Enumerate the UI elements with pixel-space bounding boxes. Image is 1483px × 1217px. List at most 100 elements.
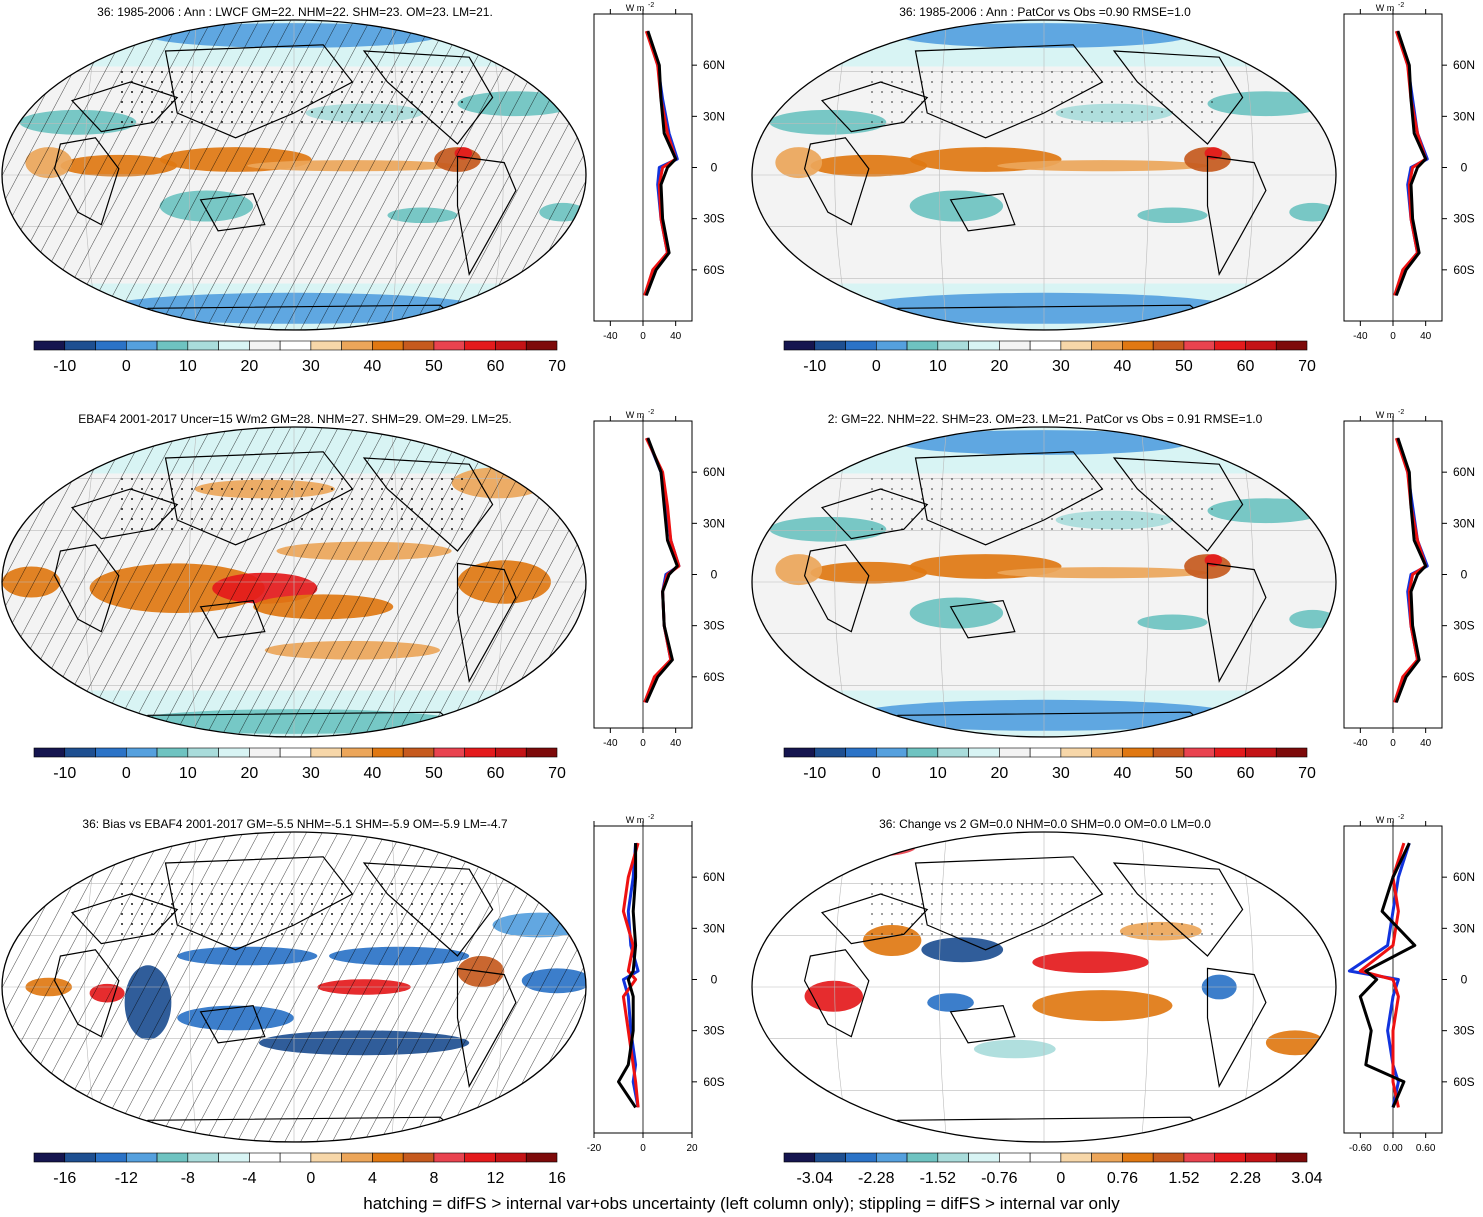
colorbar-tick-label: -12 — [115, 1170, 138, 1187]
lat-tick-label: 60S — [703, 670, 724, 684]
colorbar-tick-label: 1.52 — [1168, 1170, 1199, 1187]
colorbar-tick-label: 50 — [1175, 358, 1193, 375]
profile-x-tick-label: 0 — [1390, 331, 1396, 342]
profile-x-tick-label: 0.00 — [1383, 1143, 1403, 1154]
colorbar-tick-label: 4 — [368, 1170, 377, 1187]
colorbar-tick-label: 40 — [364, 358, 382, 375]
lat-tick-label: 30N — [1453, 516, 1475, 530]
colorbar-tick-label: 10 — [179, 358, 197, 375]
profile-series-line — [1358, 842, 1417, 1108]
colorbar-tick-label: 60 — [487, 358, 505, 375]
panel-graphics: -3.04 -2.28 -1.52 -0.76 0 0.76 1.52 2.28 3.04 60N… — [751, 814, 1475, 1187]
profile-unit-label: W m — [626, 3, 645, 13]
profile-series-line — [1358, 842, 1406, 1108]
panel-title: 36: 1985-2006 : Ann : LWCF GM=22. NHM=22… — [97, 5, 493, 19]
profile-x-tick-label: 0 — [640, 1143, 646, 1154]
lat-tick-label: 60S — [703, 263, 724, 277]
profile-x-tick-label: 20 — [686, 1143, 698, 1154]
lat-tick-label: 60N — [1453, 870, 1475, 884]
zonal-mean-profile: 60N 30N 0 30S 60S -40 0 40 W m -2 — [1343, 409, 1475, 749]
colorbar-tick-label: -4 — [242, 1170, 256, 1187]
zonal-mean-profile: 60N 30N 0 30S 60S -40 0 40 W m -2 — [593, 409, 725, 749]
colorbar: -10 0 10 20 30 40 50 60 70 — [33, 747, 566, 782]
panel-graphics: -10 0 10 20 30 40 50 60 70 60N 30N 0 30S 60S -40 0 40 W m… — [751, 409, 1475, 782]
colorbar-tick-label: -8 — [181, 1170, 195, 1187]
zonal-mean-profile: 60N 30N 0 30S 60S -40 0 40 W m -2 — [593, 2, 725, 342]
colorbar-tick-label: -10 — [803, 358, 826, 375]
lat-tick-label: 60S — [703, 1075, 724, 1089]
profile-unit-superscript: -2 — [648, 2, 654, 9]
colorbar-tick-label: 60 — [487, 765, 505, 782]
panel-title: 36: Bias vs EBAF4 2001-2017 GM=-5.5 NHM=… — [82, 817, 508, 831]
lat-tick-label: 0 — [711, 161, 718, 175]
colorbar-tick-label: 20 — [990, 765, 1008, 782]
colorbar: -16 -12 -8 -4 0 4 8 12 16 — [33, 1152, 566, 1187]
colorbar-tick-label: 70 — [548, 765, 566, 782]
panel-title: 2: GM=22. NHM=22. SHM=23. OM=23. LM=21. … — [827, 412, 1263, 426]
colorbar-tick-label: 30 — [302, 358, 320, 375]
colorbar-tick-label: 70 — [1298, 765, 1316, 782]
colorbar-tick-label: 0.76 — [1107, 1170, 1138, 1187]
lat-tick-label: 30N — [703, 516, 725, 530]
colorbar: -10 0 10 20 30 40 50 60 70 — [783, 747, 1316, 782]
colorbar-tick-label: 16 — [548, 1170, 566, 1187]
colorbar-tick-label: -0.76 — [981, 1170, 1018, 1187]
lat-tick-label: 30N — [1453, 921, 1475, 935]
panel-2: 36: 1985-2006 : Ann : PatCor vs Obs =0.9… — [750, 0, 1483, 380]
map-field — [752, 20, 1336, 330]
colorbar-tick-label: 30 — [1052, 765, 1070, 782]
profile-unit-label: W m — [626, 410, 645, 420]
colorbar-tick-label: 10 — [929, 765, 947, 782]
profile-unit-label: W m — [1376, 410, 1395, 420]
map-field — [2, 832, 586, 1142]
profile-x-tick-label: -40 — [1353, 738, 1368, 749]
profile-x-tick-label: -20 — [587, 1143, 602, 1154]
colorbar-tick-label: 30 — [1052, 358, 1070, 375]
lat-tick-label: 60N — [703, 465, 725, 479]
colorbar-tick-label: 20 — [240, 765, 258, 782]
profile-x-tick-label: 40 — [1420, 738, 1432, 749]
colorbar-tick-label: 3.04 — [1291, 1170, 1322, 1187]
lat-tick-label: 30N — [703, 921, 725, 935]
colorbar-tick-label: 0 — [872, 765, 881, 782]
profile-unit-superscript: -2 — [1398, 409, 1404, 416]
profile-unit-label: W m — [1376, 815, 1395, 825]
profile-x-tick-label: -40 — [603, 738, 618, 749]
lat-tick-label: 0 — [1461, 161, 1468, 175]
map-field — [2, 20, 586, 330]
profile-unit-superscript: -2 — [1398, 814, 1404, 821]
lat-tick-label: 30N — [703, 109, 725, 123]
lat-tick-label: 0 — [711, 973, 718, 987]
colorbar-tick-label: 70 — [1298, 358, 1316, 375]
panel-1: 36: 1985-2006 : Ann : LWCF GM=22. NHM=22… — [0, 0, 733, 380]
lat-tick-label: 60N — [703, 870, 725, 884]
profile-series-line — [1394, 437, 1428, 703]
colorbar-tick-label: 50 — [425, 358, 443, 375]
profile-x-tick-label: 0.60 — [1416, 1143, 1436, 1154]
colorbar-tick-label: 10 — [929, 358, 947, 375]
profile-series-line — [1347, 842, 1411, 1108]
panel-graphics: -10 0 10 20 30 40 50 60 70 60N 30N 0 30S 60S -40 0 40 W m… — [751, 2, 1475, 375]
profile-x-tick-label: 40 — [670, 738, 682, 749]
colorbar-tick-label: 20 — [240, 358, 258, 375]
profile-x-tick-label: 0 — [640, 738, 646, 749]
profile-x-tick-label: -0.60 — [1349, 1143, 1372, 1154]
footer-caption: hatching = difFS > internal var+obs unce… — [363, 1194, 1120, 1213]
colorbar: -10 0 10 20 30 40 50 60 70 — [783, 340, 1316, 375]
profile-unit-superscript: -2 — [1398, 2, 1404, 9]
profile-unit-label: W m — [626, 815, 645, 825]
lat-tick-label: 60N — [1453, 465, 1475, 479]
colorbar-tick-label: 0 — [122, 765, 131, 782]
profile-x-tick-label: -40 — [603, 331, 618, 342]
panel-graphics: -10 0 10 20 30 40 50 60 70 60N 30N 0 30S 60S -40 0 40 W m… — [1, 2, 725, 375]
zonal-mean-profile: 60N 30N 0 30S 60S -0.60 0.00 0.60 W m -2 — [1343, 814, 1475, 1154]
lat-tick-label: 60S — [1453, 263, 1474, 277]
colorbar-tick-label: 0 — [122, 358, 131, 375]
lat-tick-label: 30S — [703, 1024, 724, 1038]
map-field — [2, 427, 586, 737]
colorbar-tick-label: 70 — [548, 358, 566, 375]
profile-x-tick-label: -40 — [1353, 331, 1368, 342]
colorbar-tick-label: 30 — [302, 765, 320, 782]
panel-3: EBAF4 2001-2017 Uncer=15 W/m2 GM=28. NHM… — [0, 407, 733, 787]
